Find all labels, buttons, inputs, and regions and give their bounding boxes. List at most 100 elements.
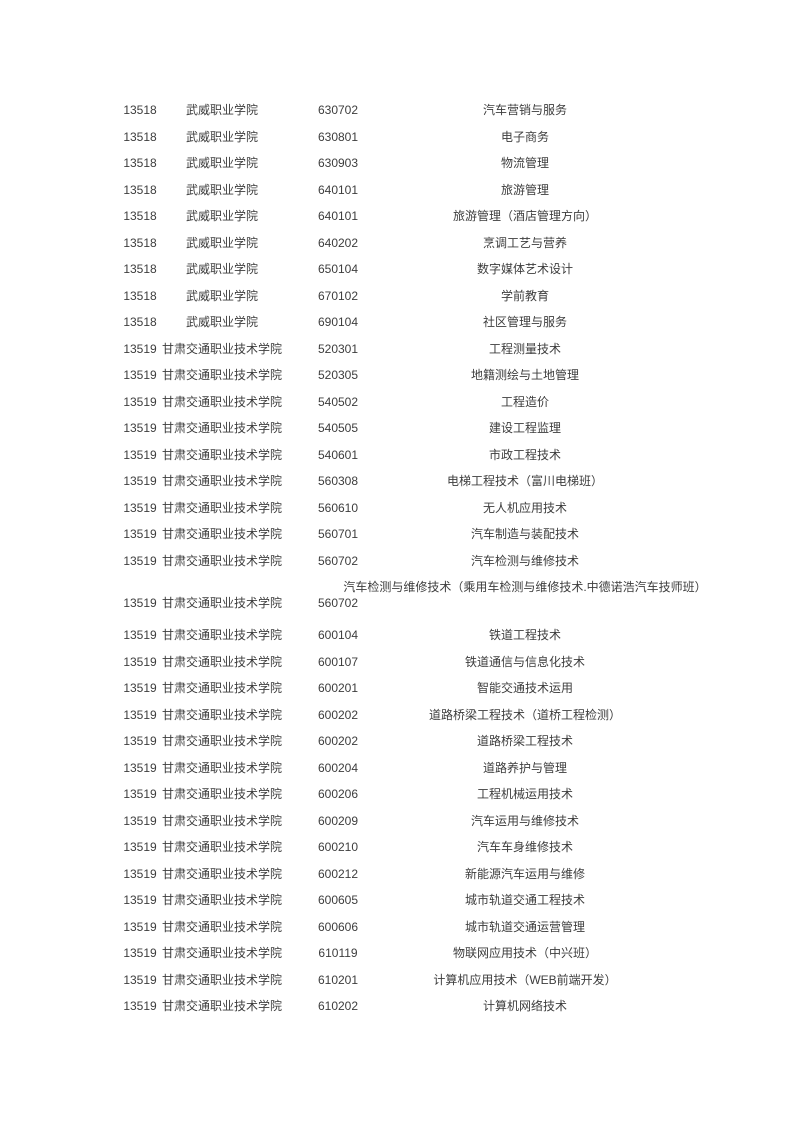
- major-name-cell: 智能交通技术运用: [415, 675, 635, 702]
- school-code-cell: 13519: [97, 442, 183, 469]
- school-name: 武威职业学院: [185, 156, 258, 171]
- school-name: 甘肃交通职业技术学院: [162, 734, 283, 749]
- school-code: 13519: [123, 421, 157, 436]
- school-code: 13518: [123, 235, 157, 250]
- school-name: 甘肃交通职业技术学院: [162, 787, 283, 802]
- major-code: 610202: [317, 999, 359, 1014]
- school-name: 甘肃交通职业技术学院: [162, 707, 283, 722]
- school-code: 13519: [123, 707, 157, 722]
- major-name-cell: 计算机应用技术（WEB前端开发）: [415, 967, 635, 994]
- school-code-cell: 13518: [97, 309, 183, 336]
- major-name: 学前教育: [500, 288, 549, 303]
- major-code: 520305: [317, 368, 359, 383]
- school-code: 13519: [123, 368, 157, 383]
- school-name: 甘肃交通职业技术学院: [162, 341, 283, 356]
- major-code-cell: 600212: [261, 861, 415, 888]
- school-code-cell: 13519: [97, 495, 183, 522]
- school-name: 甘肃交通职业技术学院: [162, 596, 283, 610]
- major-code-cell: 630801: [261, 124, 415, 151]
- major-name: 铁道工程技术: [488, 628, 561, 643]
- major-name: 社区管理与服务: [482, 315, 567, 330]
- major-name: 道路桥梁工程技术（道桥工程检测）: [428, 707, 621, 722]
- school-code: 13519: [123, 787, 157, 802]
- major-code: 560308: [317, 474, 359, 489]
- major-code: 630702: [317, 103, 359, 118]
- major-name: 物联网应用技术（中兴班）: [452, 946, 597, 961]
- major-name-cell: 学前教育: [415, 283, 635, 310]
- major-code-cell: 640101: [261, 177, 415, 204]
- table-row: 13518 武威职业学院 640101 旅游管理（酒店管理方向）: [97, 203, 635, 230]
- major-name-cell: 城市轨道交通运营管理: [415, 914, 635, 941]
- school-name: 甘肃交通职业技术学院: [162, 893, 283, 908]
- school-name-cell: 甘肃交通职业技术学院: [162, 728, 282, 755]
- school-name: 武威职业学院: [185, 235, 258, 250]
- school-name-cell: 甘肃交通职业技术学院: [162, 622, 282, 649]
- major-code: 610119: [318, 946, 358, 961]
- school-code: 13519: [123, 760, 157, 775]
- school-name: 甘肃交通职业技术学院: [162, 394, 283, 409]
- major-code: 600104: [317, 628, 359, 643]
- major-name: 电子商务: [500, 129, 549, 144]
- major-code-cell: 610201: [261, 967, 415, 994]
- school-code-cell: 13519: [97, 415, 183, 442]
- school-name-cell: 甘肃交通职业技术学院: [162, 495, 282, 522]
- major-name: 建设工程监理: [488, 421, 561, 436]
- school-name-cell: 甘肃交通职业技术学院: [162, 755, 282, 782]
- major-name-cell: 计算机网络技术: [415, 993, 635, 1020]
- table-row: 13518 武威职业学院 630903 物流管理: [97, 150, 635, 177]
- school-name: 甘肃交通职业技术学院: [162, 654, 283, 669]
- school-name: 甘肃交通职业技术学院: [162, 368, 283, 383]
- school-code: 13518: [123, 156, 157, 171]
- major-code: 600204: [317, 760, 359, 775]
- major-name-cell: 工程测量技术: [415, 336, 635, 363]
- major-code-cell: 540502: [261, 389, 415, 416]
- major-code: 520301: [317, 341, 359, 356]
- school-name-cell: 甘肃交通职业技术学院: [162, 887, 282, 914]
- table-row: 13519 甘肃交通职业技术学院 520305 地籍测绘与土地管理: [97, 362, 635, 389]
- major-name-cell: 旅游管理（酒店管理方向）: [415, 203, 635, 230]
- major-code: 600107: [317, 654, 359, 669]
- major-code-cell: 600201: [261, 675, 415, 702]
- major-code: 600606: [317, 919, 359, 934]
- school-code-cell: 13519: [97, 755, 183, 782]
- school-name: 武威职业学院: [185, 262, 258, 277]
- major-name-cell: 汽车检测与维修技术: [415, 548, 635, 575]
- school-name-cell: 武威职业学院: [183, 203, 261, 230]
- major-code: 600202: [317, 707, 359, 722]
- school-name-cell: 武威职业学院: [183, 124, 261, 151]
- major-name: 电梯工程技术（富川电梯班）: [446, 474, 603, 489]
- major-code-cell: 640202: [261, 230, 415, 257]
- school-code: 13519: [123, 840, 157, 855]
- school-name: 甘肃交通职业技术学院: [162, 628, 283, 643]
- major-name-cell: 铁道通信与信息化技术: [415, 649, 635, 676]
- table-row: 13518 武威职业学院 640101 旅游管理: [97, 177, 635, 204]
- school-code: 13518: [123, 103, 157, 118]
- school-name: 甘肃交通职业技术学院: [162, 500, 283, 515]
- major-code: 630903: [317, 156, 359, 171]
- major-code: 540502: [317, 394, 359, 409]
- major-name: 智能交通技术运用: [476, 681, 573, 696]
- school-name: 甘肃交通职业技术学院: [162, 474, 283, 489]
- table-row: 13518 武威职业学院 630702 汽车营销与服务: [97, 97, 635, 124]
- school-code: 13519: [123, 447, 157, 462]
- school-code: 13519: [123, 999, 157, 1014]
- school-code-cell: 13519: [97, 548, 183, 575]
- major-code-cell: 640101: [261, 203, 415, 230]
- major-name-cell: 汽车检测与维修技术（乘用车检测与维修技术.中德诺浩汽车技师班）: [343, 574, 706, 601]
- school-name-cell: 武威职业学院: [183, 309, 261, 336]
- table-row: 13519 甘肃交通职业技术学院 560701 汽车制造与装配技术: [97, 521, 635, 548]
- major-name-cell: 市政工程技术: [415, 442, 635, 469]
- school-name-cell: 甘肃交通职业技术学院: [162, 834, 282, 861]
- major-name: 汽车制造与装配技术: [470, 527, 579, 542]
- major-code: 600202: [317, 734, 359, 749]
- major-code-cell: 650104: [261, 256, 415, 283]
- major-name-cell: 物流管理: [415, 150, 635, 177]
- school-code: 13519: [123, 553, 157, 568]
- school-code: 13518: [123, 262, 157, 277]
- school-code-cell: 13519: [97, 675, 183, 702]
- school-code: 13519: [123, 654, 157, 669]
- major-code-cell: 520305: [261, 362, 415, 389]
- table-row: 13518 武威职业学院 630801 电子商务: [97, 124, 635, 151]
- table-row: 13519 甘肃交通职业技术学院 600201 智能交通技术运用: [97, 675, 635, 702]
